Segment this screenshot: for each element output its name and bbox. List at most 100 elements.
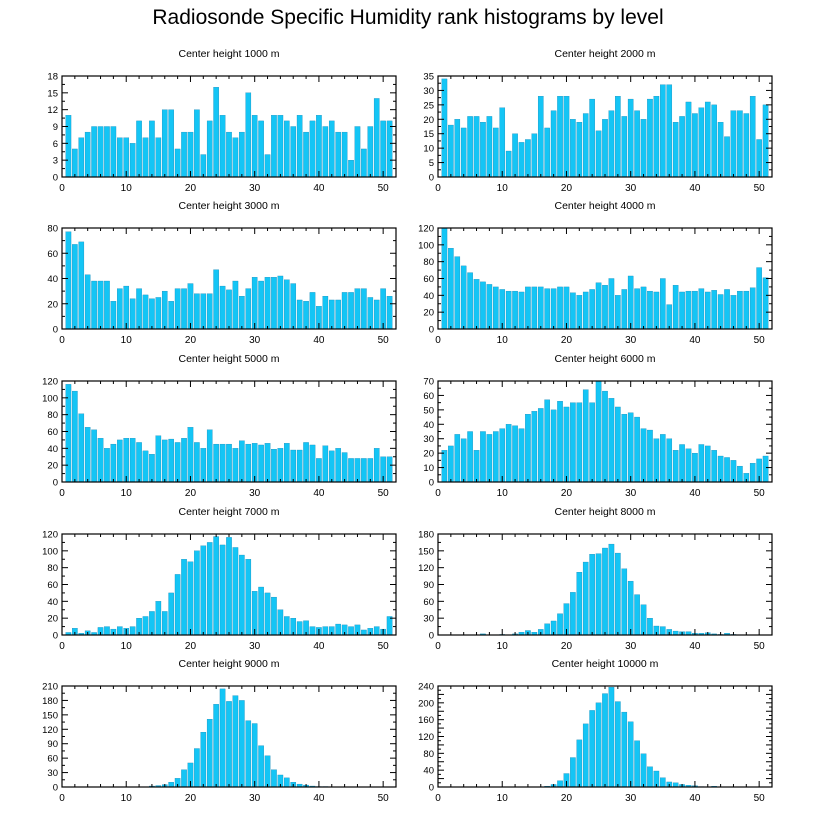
x-tick-label: 10 [497, 641, 509, 652]
histogram-bar [72, 390, 78, 483]
histogram-bar [525, 414, 531, 483]
panel-title: Center height 6000 m [555, 353, 656, 365]
x-tick-label: 0 [59, 183, 65, 194]
y-tick-label: 200 [418, 698, 434, 709]
histogram-bar [386, 616, 393, 636]
x-tick-label: 30 [249, 183, 261, 194]
panel-10: Center height 10000 m 0 10 20 30 40 50 0 40 80 120… [418, 658, 773, 804]
histogram-bar [531, 133, 538, 178]
histogram-bar [290, 126, 297, 178]
histogram-bar [328, 120, 335, 178]
histogram-bar [348, 160, 354, 178]
histogram-bar [290, 283, 297, 330]
y-tick-label: 0 [53, 783, 58, 794]
histogram-bar [277, 448, 284, 483]
histogram-bar [219, 443, 226, 483]
histogram-bar [460, 438, 467, 483]
histogram-bar [615, 701, 621, 788]
y-tick-label: 30 [423, 614, 434, 625]
histogram-bar [296, 299, 303, 330]
x-tick-label: 20 [185, 335, 197, 346]
histogram-bar [602, 390, 608, 483]
x-tick-label: 0 [435, 488, 441, 499]
histogram-bar [219, 115, 226, 178]
histogram-bar [264, 592, 271, 636]
histogram-bar [123, 285, 130, 330]
histogram-bar [161, 439, 168, 483]
histogram-bar [335, 623, 341, 636]
histogram-bar [473, 116, 480, 178]
histogram-bar [608, 543, 615, 636]
histogram-bar [666, 304, 673, 330]
histogram-bar [149, 298, 155, 330]
panel-title: Center height 10000 m [552, 658, 659, 670]
histogram-bar [264, 277, 271, 330]
histogram-bar [149, 120, 155, 178]
histogram-bar [627, 98, 634, 178]
y-tick-label: 80 [423, 257, 434, 268]
y-tick-label: 25 [423, 100, 434, 111]
histogram-bar [653, 96, 660, 178]
histogram-bar [448, 124, 454, 178]
x-tick-label: 40 [689, 793, 701, 804]
histogram-bar [232, 280, 239, 330]
histogram-bar [72, 148, 78, 178]
histogram-bar [595, 282, 602, 330]
y-tick-label: 160 [418, 715, 434, 726]
histogram-bar [149, 611, 155, 636]
histogram-bar [615, 406, 621, 483]
histogram-bar [194, 442, 200, 483]
histogram-bar [499, 107, 506, 178]
histogram-bar [226, 701, 232, 788]
histogram-bar [174, 288, 181, 330]
histogram-bar [200, 154, 207, 178]
histogram-bar [328, 299, 335, 330]
histogram-bar [660, 626, 666, 636]
figure-title: Radiosonde Specific Humidity rank histog… [152, 6, 664, 29]
histogram-bar [525, 286, 531, 330]
histogram-bar [480, 431, 486, 483]
panel-4: Center height 4000 m 0 10 20 30 40 50 0 20 40 60 80… [418, 200, 773, 346]
histogram-bar [749, 96, 756, 178]
histogram-bar [660, 84, 666, 178]
y-tick-label: 0 [53, 173, 58, 184]
histogram-bar [194, 109, 200, 178]
histogram-bar [361, 629, 367, 636]
histogram-bar [187, 131, 194, 178]
histogram-bar [348, 626, 354, 636]
histogram-bar [627, 275, 634, 330]
y-tick-label: 100 [42, 546, 58, 557]
histogram-bar [660, 278, 666, 330]
histogram-bar [647, 618, 653, 636]
x-tick-label: 40 [313, 793, 325, 804]
histogram-bar [373, 98, 380, 178]
histogram-bar [271, 596, 277, 636]
histogram-bar [582, 389, 589, 483]
y-tick-label: 30 [423, 434, 434, 445]
x-tick-label: 30 [625, 488, 637, 499]
histogram-bar [213, 704, 219, 788]
y-tick-label: 210 [42, 682, 58, 693]
histogram-bar [136, 288, 142, 330]
histogram-bar [512, 133, 518, 178]
histogram-bar [309, 444, 316, 483]
y-tick-label: 18 [47, 72, 58, 83]
y-tick-label: 15 [423, 129, 434, 140]
histogram-bar [155, 435, 162, 483]
x-tick-label: 20 [561, 335, 573, 346]
histogram-bar [570, 757, 576, 788]
histogram-bar [367, 126, 374, 178]
histogram-bar [97, 280, 104, 330]
x-tick-label: 10 [497, 793, 509, 804]
x-tick-label: 30 [625, 793, 637, 804]
histogram-bar [296, 621, 303, 636]
panel-8: Center height 8000 m 0 10 20 30 40 50 0 30 60 90 12… [418, 506, 773, 652]
histogram-bar [493, 127, 499, 178]
histogram-bar [576, 122, 583, 178]
histogram-bar [467, 431, 473, 483]
y-tick-label: 0 [53, 325, 58, 336]
histogram-bar [226, 131, 232, 178]
y-tick-label: 30 [423, 86, 434, 97]
histogram-bar [341, 131, 348, 178]
histogram-bar [129, 438, 136, 483]
